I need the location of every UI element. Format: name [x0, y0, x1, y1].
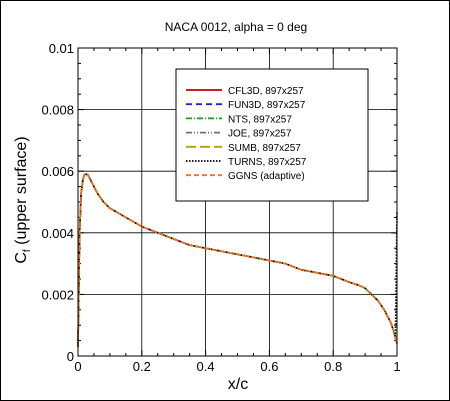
x-tick-label: 0.4: [197, 359, 215, 374]
legend-label: CFL3D, 897x257: [228, 86, 304, 97]
legend-label: TURNS, 897x257: [228, 157, 307, 168]
y-tick-label: 0.006: [41, 164, 74, 179]
y-tick-label: 0: [67, 349, 74, 364]
legend-label: SUMB, 897x257: [228, 143, 301, 154]
legend-label: JOE, 897x257: [228, 129, 292, 140]
series-line-2: [77, 173, 398, 347]
y-tick-label: 0.002: [41, 287, 74, 302]
chart-title: NACA 0012, alpha = 0 deg: [165, 20, 307, 34]
legend-label: FUN3D, 897x257: [228, 100, 306, 111]
y-axis-label-main: C: [13, 252, 30, 264]
legend-label: NTS, 897x257: [228, 114, 292, 125]
y-axis-label-rest: (upper surface): [13, 136, 30, 249]
x-axis-label: x/c: [228, 376, 248, 393]
x-tick-label: 0.6: [260, 359, 278, 374]
y-tick-label: 0.01: [49, 41, 74, 56]
y-tick-label: 0.008: [41, 103, 74, 118]
x-tick-label: 0: [74, 359, 81, 374]
plot-area-border: [77, 47, 398, 357]
series-lines: [77, 173, 398, 347]
legend: CFL3D, 897x257 FUN3D, 897x257 NTS, 897x257…: [175, 68, 369, 202]
series-line-7: [77, 173, 398, 347]
y-axis-label: Cf (upper surface): [13, 136, 33, 263]
legend-label: GGNS (adaptive): [228, 171, 305, 182]
y-axis-label-subscript: f: [22, 249, 33, 252]
x-tick-label: 0.8: [324, 359, 342, 374]
x-tick-label: 0.2: [133, 359, 151, 374]
legend-box: [175, 68, 369, 202]
x-tick-label: 1: [393, 359, 400, 374]
y-tick-label: 0.004: [41, 226, 74, 241]
